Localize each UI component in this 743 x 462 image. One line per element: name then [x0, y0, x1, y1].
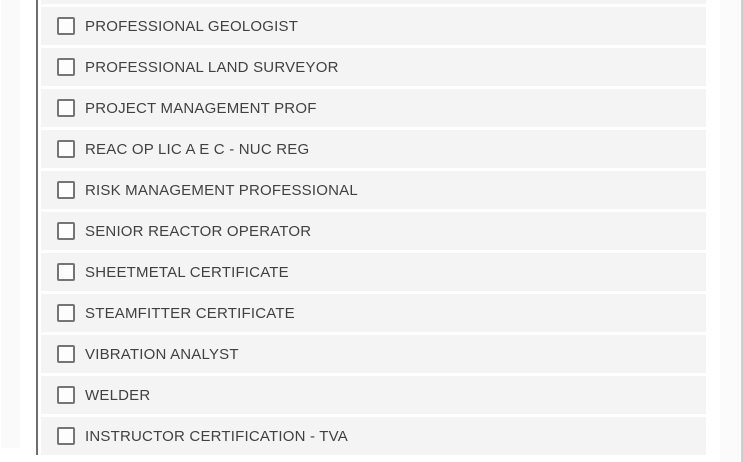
- certification-label: SENIOR REACTOR OPERATOR: [85, 222, 312, 240]
- certification-label: STEAMFITTER CERTIFICATE: [85, 304, 295, 322]
- certification-row-instructor-certification-tva[interactable]: INSTRUCTOR CERTIFICATION - TVA: [41, 417, 706, 455]
- certification-label: INSTRUCTOR CERTIFICATION - TVA: [85, 427, 348, 445]
- certification-label: REAC OP LIC A E C - NUC REG: [85, 140, 310, 158]
- checkbox-unchecked[interactable]: [57, 427, 75, 445]
- panel-divider-line: [36, 0, 38, 455]
- certification-label: PROFESSIONAL LAND SURVEYOR: [85, 58, 339, 76]
- checkbox-unchecked[interactable]: [57, 181, 75, 199]
- scrollbar-track[interactable]: [720, 0, 743, 462]
- certification-row-risk-management-professional[interactable]: RISK MANAGEMENT PROFESSIONAL: [41, 171, 706, 209]
- certification-row-steamfitter-certificate[interactable]: STEAMFITTER CERTIFICATE: [41, 294, 706, 332]
- certification-row-senior-reactor-operator[interactable]: SENIOR REACTOR OPERATOR: [41, 212, 706, 250]
- certification-row-professional-geologist[interactable]: PROFESSIONAL GEOLOGIST: [41, 7, 706, 45]
- certification-label: VIBRATION ANALYST: [85, 345, 239, 363]
- checkbox-unchecked[interactable]: [57, 140, 75, 158]
- checkbox-unchecked[interactable]: [57, 345, 75, 363]
- certification-label: SHEETMETAL CERTIFICATE: [85, 263, 289, 281]
- certification-row-project-management-prof[interactable]: PROJECT MANAGEMENT PROF: [41, 89, 706, 127]
- certification-row-vibration-analyst[interactable]: VIBRATION ANALYST: [41, 335, 706, 373]
- certification-row-reac-op-lic[interactable]: REAC OP LIC A E C - NUC REG: [41, 130, 706, 168]
- clipped-row-top: [41, 0, 706, 4]
- checkbox-unchecked[interactable]: [57, 17, 75, 35]
- certification-label: RISK MANAGEMENT PROFESSIONAL: [85, 181, 358, 199]
- left-margin-strip: [1, 0, 20, 448]
- certification-label: PROJECT MANAGEMENT PROF: [85, 99, 317, 117]
- certifications-list: PROFESSIONAL GEOLOGIST PROFESSIONAL LAND…: [41, 0, 706, 458]
- checkbox-unchecked[interactable]: [57, 222, 75, 240]
- checkbox-unchecked[interactable]: [57, 99, 75, 117]
- certification-label: PROFESSIONAL GEOLOGIST: [85, 17, 299, 35]
- checkbox-unchecked[interactable]: [57, 304, 75, 322]
- certification-label: WELDER: [85, 386, 151, 404]
- certification-row-welder[interactable]: WELDER: [41, 376, 706, 414]
- certification-row-sheetmetal-certificate[interactable]: SHEETMETAL CERTIFICATE: [41, 253, 706, 291]
- checkbox-unchecked[interactable]: [57, 58, 75, 76]
- certification-row-professional-land-surveyor[interactable]: PROFESSIONAL LAND SURVEYOR: [41, 48, 706, 86]
- checkbox-unchecked[interactable]: [57, 263, 75, 281]
- checkbox-unchecked[interactable]: [57, 386, 75, 404]
